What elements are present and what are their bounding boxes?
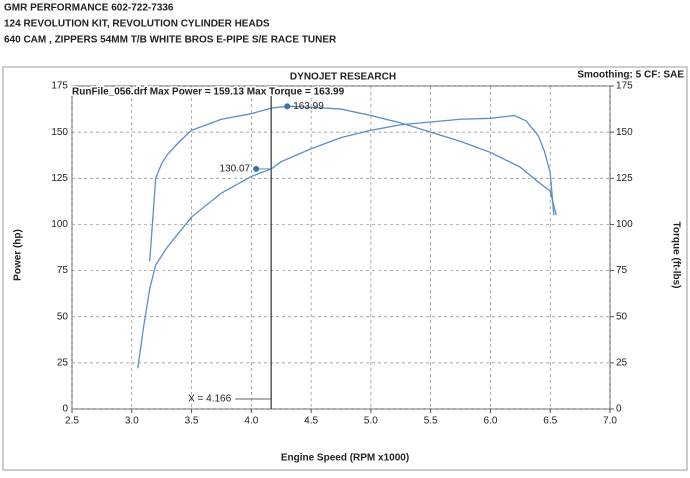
- y2-tick-label: 100: [616, 219, 633, 230]
- annotation-label: 163.99: [293, 101, 324, 112]
- header-line: GMR PERFORMANCE 602-722-7336: [4, 3, 174, 14]
- x-tick-label: 4.0: [244, 416, 258, 427]
- y-tick-label: 150: [51, 127, 68, 138]
- y-tick-label: 100: [51, 219, 68, 230]
- chart-title: DYNOJET RESEARCH: [290, 72, 396, 83]
- chart-frame: [2, 66, 688, 471]
- y2-axis-label: Torque (ft-lbs): [670, 221, 681, 288]
- y-axis-label: Power (hp): [13, 229, 24, 281]
- y2-tick-label: 175: [616, 81, 633, 92]
- y-tick-label: 50: [57, 311, 69, 322]
- x-tick-label: 5.0: [364, 416, 378, 427]
- header-line: 124 REVOLUTION KIT, REVOLUTION CYLINDER …: [4, 19, 270, 30]
- y-tick-label: 25: [57, 357, 69, 368]
- x-tick-label: 6.0: [483, 416, 497, 427]
- y2-tick-label: 50: [616, 311, 628, 322]
- x-tick-label: 3.0: [125, 416, 139, 427]
- series-line: [149, 105, 557, 262]
- y2-tick-label: 0: [616, 404, 622, 415]
- x-tick-label: 4.5: [304, 416, 318, 427]
- y2-tick-label: 25: [616, 357, 628, 368]
- series-line: [137, 114, 555, 369]
- y2-tick-label: 75: [616, 265, 628, 276]
- x-tick-label: 5.5: [424, 416, 438, 427]
- annotation-label: 130.07: [220, 164, 251, 175]
- x-tick-label: 7.0: [603, 416, 617, 427]
- y-tick-label: 75: [57, 265, 69, 276]
- x-tick-label: 3.5: [185, 416, 199, 427]
- y2-tick-label: 150: [616, 127, 633, 138]
- cursor-label: X = 4.166: [188, 394, 232, 405]
- x-axis-label: Engine Speed (RPM x1000): [281, 453, 409, 464]
- y2-tick-label: 125: [616, 173, 633, 184]
- y-tick-label: 0: [62, 404, 68, 415]
- header-line: 640 CAM , ZIPPERS 54MM T/B WHITE BROS E-…: [4, 35, 337, 46]
- x-tick-label: 2.5: [65, 416, 79, 427]
- x-tick-label: 6.5: [543, 416, 557, 427]
- y-tick-label: 175: [51, 81, 68, 92]
- chart-subtitle: Smoothing: 5 CF: SAE: [577, 70, 684, 81]
- plot-area: [71, 85, 611, 410]
- run-info: RunFile_056.drf Max Power = 159.13 Max T…: [72, 87, 345, 98]
- y-tick-label: 125: [51, 173, 68, 184]
